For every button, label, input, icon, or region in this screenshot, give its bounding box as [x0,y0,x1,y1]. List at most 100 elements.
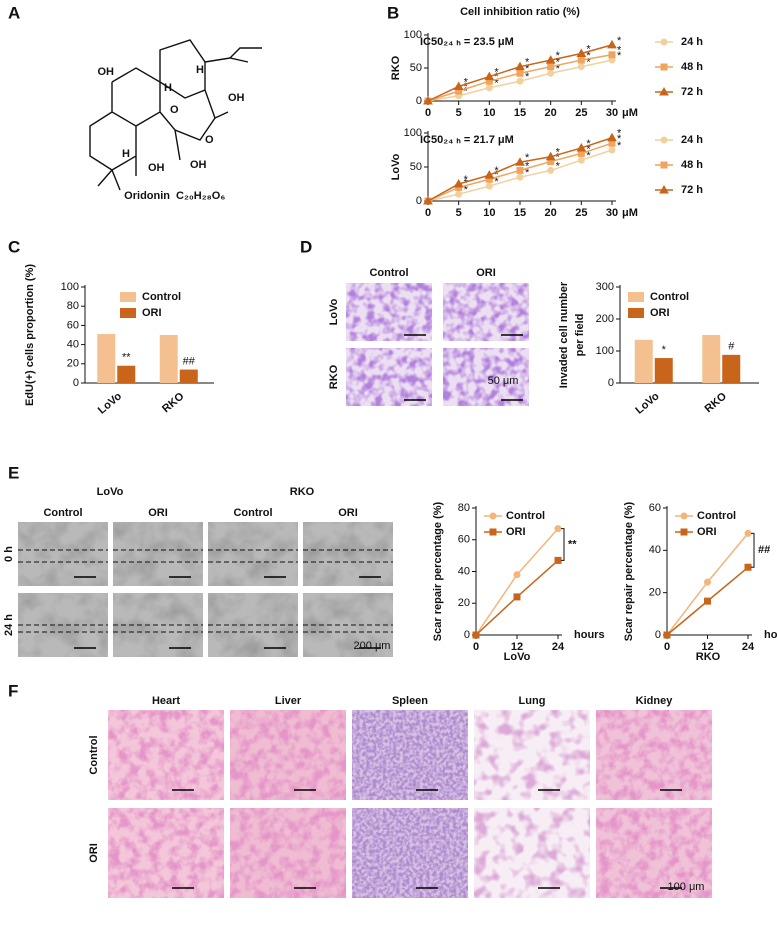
y-axis-label: per field [574,314,586,357]
column-header: Control [43,507,82,519]
data-point [545,151,556,161]
significance-label: * [617,140,622,152]
y-axis-label: RKO [390,55,402,80]
significance-label: * [494,176,499,188]
panel-label: E [8,463,19,482]
x-axis-label: μM [622,107,638,119]
x-axis-label: hours [574,629,605,641]
legend-label: 24 h [681,36,703,48]
data-point [472,631,480,639]
y-tick-label: 60 [649,502,661,514]
legend-label: ORI [142,307,162,319]
micrograph-texture [352,710,468,800]
data-point [547,69,555,77]
significance-label: * [464,177,469,189]
x-axis-label: hours [764,629,777,641]
data-point [744,563,752,571]
significance-label: * [464,174,469,186]
significance-label: * [464,184,469,196]
chart-title: RKO [696,651,721,663]
y-tick-label: 0 [416,95,422,107]
legend-label: Control [142,291,181,303]
column-header: ORI [338,507,358,519]
significance-label: * [586,50,591,62]
data-point [516,77,524,85]
significance-label: * [464,86,469,98]
significance-label: * [617,128,622,140]
atom-label: OH [98,66,115,78]
significance-label: * [464,81,469,93]
y-axis-label: Scar repair percentage (%) [623,501,635,641]
significance-label: * [494,78,499,90]
bar [97,334,116,383]
micrograph-texture [474,808,590,898]
data-point [513,571,521,579]
molecule-formula: C₂₀H₂₈O₆ [176,190,225,202]
data-point [515,61,525,71]
bar [722,354,741,383]
y-axis-label: EdU(+) cells proportion (%) [24,264,36,406]
legend-swatch [628,292,644,302]
micrograph-texture [596,808,712,898]
data-point [453,178,464,188]
y-tick-label: 20 [67,358,79,370]
column-header: Kidney [636,695,674,707]
data-point [547,166,555,174]
atom-label: O [170,104,179,116]
micrograph-texture [346,348,432,406]
significance-label: * [586,43,591,55]
significance-label: * [586,138,591,150]
significance-label: * [525,160,530,172]
x-tick-label: RKO [160,390,187,415]
bar [117,365,136,383]
row-header: 0 h [3,546,15,562]
y-tick-label: 50 [410,62,422,74]
x-tick-label: 5 [456,107,462,119]
y-axis-label: Scar repair percentage (%) [432,501,444,641]
significance-label: * [494,165,499,177]
panel-label: D [300,237,312,256]
legend-marker [659,184,669,194]
data-point [423,195,433,205]
legend-label: 72 h [681,86,703,98]
y-axis-label: LoVo [390,153,402,180]
molecule-name: Oridonin [124,190,170,202]
y-tick-label: 20 [649,587,661,599]
y-tick-label: 200 [596,313,614,325]
data-point [607,132,617,142]
comparison-bracket [561,528,565,561]
y-tick-label: 100 [404,127,422,139]
bar [179,369,198,383]
legend-label: ORI [697,526,717,538]
significance-label: * [617,45,622,57]
significance-label: ## [183,355,196,367]
atom-label: OH [148,162,165,174]
legend-label: Control [650,291,689,303]
row-header: RKO [328,364,340,389]
micrograph-texture [113,522,203,586]
atom-label: OH [228,92,245,104]
y-tick-label: 0 [464,629,470,641]
y-tick-label: 100 [404,29,422,41]
data-point [453,81,464,90]
significance-label: * [586,150,591,162]
column-header: Liver [275,695,302,707]
significance-label: * [494,169,499,181]
legend-swatch [120,292,136,302]
x-tick-label: 30 [606,107,618,119]
significance-label: * [494,66,499,78]
data-point [485,182,493,190]
x-tick-label: 15 [514,107,526,119]
data-point [516,166,524,174]
scale-label: 50 μm [488,375,519,387]
data-point [423,95,433,105]
y-axis-label: Invaded cell number [558,281,570,388]
data-point [663,631,671,639]
data-point [516,173,524,181]
column-header: Heart [152,695,180,707]
group-header: LoVo [97,486,124,498]
column-header: Control [369,267,408,279]
scale-label: 100 μm [668,881,705,893]
bar [654,358,673,383]
